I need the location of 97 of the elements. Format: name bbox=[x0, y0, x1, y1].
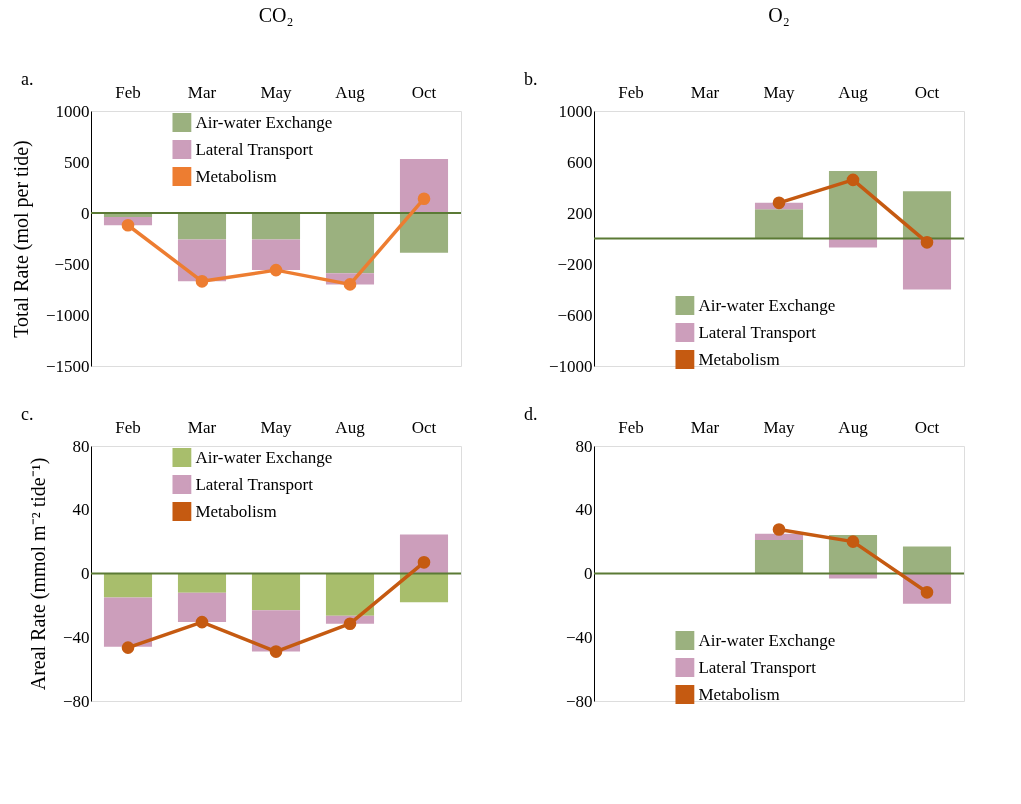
text: a. bbox=[21, 69, 34, 89]
legend-label: Metabolism bbox=[698, 349, 780, 369]
y-tick-label: −1500 bbox=[45, 356, 90, 376]
x-tick-label: Oct bbox=[914, 417, 940, 437]
x-tick-label: Feb bbox=[618, 417, 644, 437]
bar bbox=[399, 573, 449, 603]
point bbox=[121, 641, 135, 654]
point bbox=[195, 275, 209, 288]
text: d. bbox=[524, 404, 538, 424]
x-tick-label: Aug bbox=[335, 82, 366, 102]
chart-title: CO₂ bbox=[258, 4, 294, 26]
x-tick-label: Oct bbox=[914, 82, 940, 102]
y-tick-label: −80 bbox=[565, 691, 593, 711]
legend-label: Air-water Exchange bbox=[698, 295, 836, 315]
point bbox=[846, 535, 860, 548]
x-tick-label: Mar bbox=[690, 417, 720, 437]
bar bbox=[754, 540, 804, 574]
bar bbox=[177, 592, 227, 623]
x-tick-label: May bbox=[763, 82, 796, 102]
bar bbox=[177, 213, 227, 240]
y-tick-label: 1000 bbox=[55, 101, 90, 121]
y-tick-label: 80 bbox=[72, 436, 90, 456]
legend-label: Air-water Exchange bbox=[698, 630, 836, 650]
legend-label: Air-water Exchange bbox=[195, 112, 333, 132]
y-tick-label: −200 bbox=[557, 254, 593, 274]
point bbox=[417, 556, 431, 569]
y-tick-label: 600 bbox=[567, 152, 593, 172]
bar bbox=[251, 239, 301, 271]
x-tick-label: May bbox=[763, 417, 796, 437]
text: b. bbox=[524, 69, 538, 89]
y-tick-label: 0 bbox=[81, 564, 90, 583]
point bbox=[269, 263, 283, 277]
bar bbox=[828, 170, 878, 239]
y-tick-label: 200 bbox=[567, 203, 593, 223]
bar bbox=[103, 573, 153, 598]
bar bbox=[399, 213, 449, 253]
point bbox=[195, 615, 209, 629]
x-tick-label: Feb bbox=[115, 417, 141, 437]
y-axis-title: Total Rate (mol per tide) bbox=[9, 140, 33, 338]
bar bbox=[251, 610, 301, 652]
x-tick-label: Oct bbox=[411, 417, 437, 437]
bar bbox=[902, 238, 952, 290]
point bbox=[772, 523, 786, 536]
y-tick-label: 80 bbox=[575, 436, 593, 456]
y-tick-label: 500 bbox=[64, 152, 90, 172]
x-tick-label: Mar bbox=[187, 417, 217, 437]
x-tick-label: May bbox=[260, 417, 293, 437]
y-tick-label: 40 bbox=[72, 500, 90, 520]
y-tick-label: −40 bbox=[62, 627, 90, 647]
bar bbox=[399, 158, 449, 213]
x-tick-label: Aug bbox=[838, 417, 869, 437]
y-axis-title: Areal Rate (mmol m⁻² tide⁻¹) bbox=[26, 457, 50, 691]
legend-label: Air-water Exchange bbox=[195, 447, 333, 467]
x-tick-label: Mar bbox=[690, 82, 720, 102]
bar bbox=[177, 573, 227, 593]
bar bbox=[251, 213, 301, 240]
y-tick-label: −40 bbox=[565, 627, 593, 647]
chart-title: O₂ bbox=[768, 4, 790, 26]
y-tick-label: 40 bbox=[575, 500, 593, 520]
bar bbox=[103, 597, 153, 647]
bar bbox=[902, 546, 952, 574]
point bbox=[343, 278, 357, 291]
point bbox=[417, 192, 431, 206]
y-tick-label: −1000 bbox=[548, 356, 593, 376]
y-tick-label: 0 bbox=[584, 564, 593, 583]
legend-label: Lateral Transport bbox=[195, 139, 314, 159]
text: c. bbox=[21, 404, 34, 424]
y-tick-label: −1000 bbox=[45, 305, 90, 325]
x-tick-label: Feb bbox=[115, 82, 141, 102]
point bbox=[846, 173, 860, 187]
point bbox=[343, 617, 357, 631]
point bbox=[772, 196, 786, 210]
y-tick-label: 1000 bbox=[558, 101, 593, 121]
x-tick-label: Aug bbox=[838, 82, 869, 102]
bar bbox=[902, 191, 952, 239]
x-tick-label: Feb bbox=[618, 82, 644, 102]
bar bbox=[325, 573, 375, 616]
y-tick-label: −600 bbox=[557, 305, 593, 325]
point bbox=[920, 236, 934, 249]
bar bbox=[325, 213, 375, 274]
point bbox=[121, 218, 135, 232]
y-tick-label: 0 bbox=[81, 203, 90, 223]
legend-label: Metabolism bbox=[195, 501, 277, 521]
point bbox=[269, 645, 283, 658]
x-tick-label: Mar bbox=[187, 82, 217, 102]
legend-label: Lateral Transport bbox=[698, 657, 817, 677]
bar bbox=[251, 573, 301, 611]
y-tick-label: −500 bbox=[54, 254, 90, 274]
bar bbox=[754, 209, 804, 239]
legend-label: Lateral Transport bbox=[195, 474, 314, 494]
y-tick-label: −80 bbox=[62, 691, 90, 711]
x-tick-label: Aug bbox=[335, 417, 366, 437]
legend-label: Metabolism bbox=[195, 166, 277, 186]
x-tick-label: Oct bbox=[411, 82, 437, 102]
x-tick-label: May bbox=[260, 82, 293, 102]
legend-label: Metabolism bbox=[698, 684, 780, 704]
legend-label: Lateral Transport bbox=[698, 322, 817, 342]
